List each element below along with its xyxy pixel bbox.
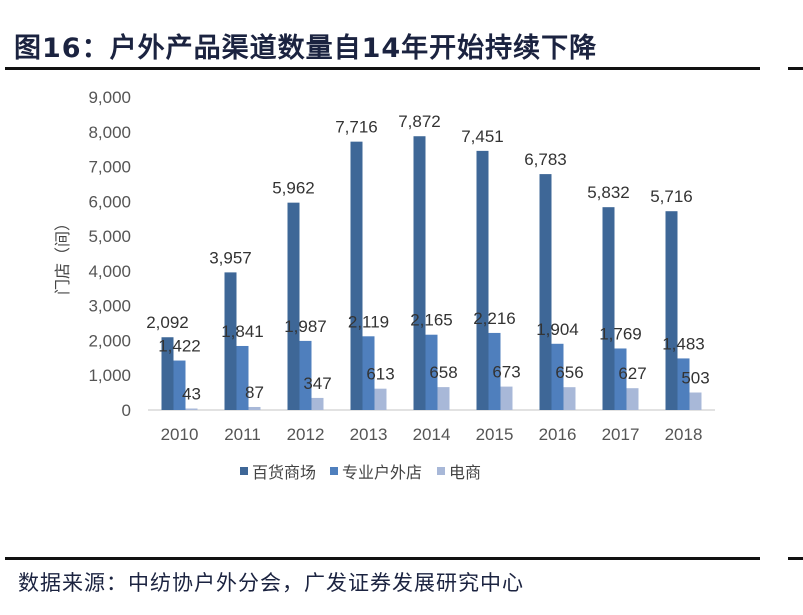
data-label: 1,904 xyxy=(536,320,579,339)
x-tick-label: 2011 xyxy=(224,425,261,444)
data-label: 5,962 xyxy=(272,179,315,198)
y-tick-label: 8,000 xyxy=(88,123,131,142)
bar-1 xyxy=(362,336,375,410)
data-label: 2,165 xyxy=(410,311,453,330)
bar-0 xyxy=(539,174,552,410)
bar-2 xyxy=(626,388,639,410)
x-tick-label: 2018 xyxy=(665,425,703,444)
y-tick-label: 6,000 xyxy=(88,192,131,211)
y-tick-label: 2,000 xyxy=(88,331,131,350)
y-tick-label: 7,000 xyxy=(88,158,131,177)
y-axis-label: 门店（间） xyxy=(53,215,72,295)
data-label: 1,769 xyxy=(599,324,642,343)
bar-chart: 0 1,000 2,000 3,000 4,000 5,000 6,000 7,000 8,00… xyxy=(53,88,715,482)
bar-1 xyxy=(425,334,438,410)
bar-1 xyxy=(488,332,501,410)
data-label: 656 xyxy=(555,363,583,382)
y-tick-label: 5,000 xyxy=(88,227,131,246)
source-note: 数据来源：中纺协户外分会，广发证券发展研究中心 xyxy=(18,571,524,595)
bar-0 xyxy=(350,141,363,410)
data-label: 613 xyxy=(366,365,394,384)
data-label: 658 xyxy=(429,363,457,382)
bar-2 xyxy=(374,388,387,410)
bar-1 xyxy=(677,358,690,410)
bar-0 xyxy=(476,150,489,410)
bar-2 xyxy=(689,392,702,410)
bar-1 xyxy=(173,360,186,410)
bar-0 xyxy=(602,207,615,410)
x-tick-label: 2014 xyxy=(413,425,451,444)
x-tick-label: 2010 xyxy=(161,425,199,444)
data-label: 673 xyxy=(492,363,520,382)
bar-2 xyxy=(437,387,450,410)
bar-2 xyxy=(563,387,576,410)
legend-swatch xyxy=(437,467,445,475)
bottom-rule-right xyxy=(788,557,803,560)
bar-1 xyxy=(299,340,312,410)
top-rule-right xyxy=(788,67,803,70)
data-label: 1,483 xyxy=(662,334,705,353)
bar-1 xyxy=(236,345,249,410)
legend-label: 专业户外店 xyxy=(342,463,422,482)
bar-2 xyxy=(248,406,261,410)
data-label: 2,216 xyxy=(473,309,516,328)
y-tick-label: 3,000 xyxy=(88,297,131,316)
bar-1 xyxy=(614,348,627,410)
data-label: 6,783 xyxy=(524,150,567,169)
data-label: 1,841 xyxy=(221,322,264,341)
data-label: 87 xyxy=(245,383,264,402)
x-tick-label: 2012 xyxy=(287,425,325,444)
data-label: 2,092 xyxy=(146,313,189,332)
data-label: 5,716 xyxy=(650,187,693,206)
y-tick-label: 9,000 xyxy=(88,88,131,107)
legend-swatch xyxy=(240,467,248,475)
y-tick-label: 0 xyxy=(122,401,131,420)
bar-2 xyxy=(185,408,198,410)
y-tick-label: 1,000 xyxy=(88,366,131,385)
data-label: 7,716 xyxy=(335,118,378,137)
legend-swatch xyxy=(330,467,338,475)
x-tick-label: 2013 xyxy=(350,425,388,444)
legend-label: 电商 xyxy=(449,463,481,482)
data-label: 1,422 xyxy=(158,337,201,356)
data-label: 43 xyxy=(182,385,201,404)
bar-0 xyxy=(161,337,174,410)
data-label: 347 xyxy=(303,374,331,393)
bar-0 xyxy=(665,211,678,410)
data-label: 7,451 xyxy=(461,127,504,146)
bar-0 xyxy=(413,136,426,410)
bar-1 xyxy=(551,343,564,410)
legend-label: 百货商场 xyxy=(252,463,316,482)
y-tick-label: 4,000 xyxy=(88,262,131,281)
bottom-rule xyxy=(5,557,760,560)
data-label: 5,832 xyxy=(587,183,630,202)
top-rule xyxy=(5,67,760,70)
data-label: 1,987 xyxy=(284,317,327,336)
bar-0 xyxy=(224,272,237,410)
data-label: 2,119 xyxy=(348,312,389,331)
data-label: 627 xyxy=(618,364,646,383)
x-tick-label: 2016 xyxy=(539,425,577,444)
data-label: 7,872 xyxy=(398,112,441,131)
data-label: 503 xyxy=(681,369,709,388)
bar-0 xyxy=(287,202,300,410)
x-tick-label: 2017 xyxy=(602,425,640,444)
x-tick-label: 2015 xyxy=(476,425,514,444)
figure-title: 图16：户外产品渠道数量自14年开始持续下降 xyxy=(14,33,598,64)
bar-2 xyxy=(311,397,324,410)
bar-2 xyxy=(500,386,513,410)
data-label: 3,957 xyxy=(209,248,252,267)
